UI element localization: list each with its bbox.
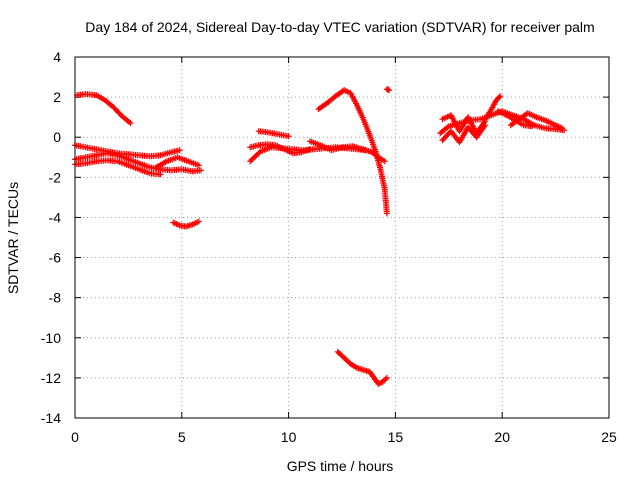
- axis-ticks: [74, 56, 610, 419]
- x-tick-label: 5: [178, 429, 186, 445]
- data-point: [385, 87, 392, 94]
- data-point: [559, 125, 566, 132]
- data-point: [195, 162, 202, 169]
- x-tick-label: 25: [601, 429, 617, 445]
- series-arc-9: [255, 128, 292, 140]
- x-tick-label: 10: [281, 429, 297, 445]
- series-arc-19: [494, 108, 536, 130]
- series-arc-1: [74, 91, 134, 127]
- data-point: [529, 123, 536, 130]
- series-arc-17: [482, 93, 504, 123]
- series-arc-6: [170, 218, 202, 230]
- series-arc-13: [334, 348, 390, 387]
- data-point: [256, 149, 263, 156]
- data-point: [195, 218, 202, 225]
- y-tick-label: -6: [49, 250, 62, 266]
- data-point: [383, 210, 390, 217]
- y-tick-label: 4: [53, 49, 61, 65]
- data-point: [176, 147, 183, 154]
- series-arc-8: [247, 141, 313, 157]
- data-points: [72, 86, 568, 387]
- plot-frame: [74, 56, 610, 419]
- y-tick-label: -4: [49, 209, 62, 225]
- series-arc-12: [383, 86, 392, 94]
- y-axis-label: SDTVAR / TECUs: [5, 182, 21, 294]
- series-arc-10: [315, 87, 390, 217]
- data-point: [198, 167, 205, 174]
- chart-title: Day 184 of 2024, Sidereal Day-to-day VTE…: [85, 19, 594, 35]
- y-tick-labels: -14 -12 -10 -8 -6 -4 -2 0 2 4: [41, 49, 61, 426]
- series-arc-5: [153, 154, 202, 171]
- series-arc-16: [439, 122, 489, 146]
- data-point: [495, 94, 502, 101]
- y-tick-label: -2: [49, 169, 62, 185]
- y-tick-label: -12: [41, 370, 61, 386]
- series-arc-11: [306, 138, 388, 165]
- x-tick-label: 20: [494, 429, 510, 445]
- y-tick-label: -10: [41, 330, 61, 346]
- x-tick-label: 0: [71, 429, 79, 445]
- series-arc-18: [507, 110, 566, 132]
- data-point: [285, 133, 292, 140]
- y-tick-label: -8: [49, 290, 62, 306]
- series-arc-4: [72, 157, 164, 178]
- data-point: [482, 122, 489, 129]
- data-point: [497, 93, 504, 100]
- y-tick-label: 0: [53, 129, 61, 145]
- y-tick-label: 2: [53, 89, 61, 105]
- data-point: [383, 374, 390, 381]
- x-axis-label: GPS time / hours: [287, 458, 394, 474]
- gridlines: [75, 57, 609, 418]
- data-point: [127, 120, 134, 127]
- data-point: [157, 171, 164, 178]
- x-tick-label: 15: [388, 429, 404, 445]
- x-tick-labels: 0 5 10 15 20 25: [71, 429, 617, 445]
- series-arc-3: [72, 142, 183, 160]
- data-point: [381, 158, 388, 165]
- y-tick-label: -14: [41, 410, 61, 426]
- data-point: [306, 146, 313, 153]
